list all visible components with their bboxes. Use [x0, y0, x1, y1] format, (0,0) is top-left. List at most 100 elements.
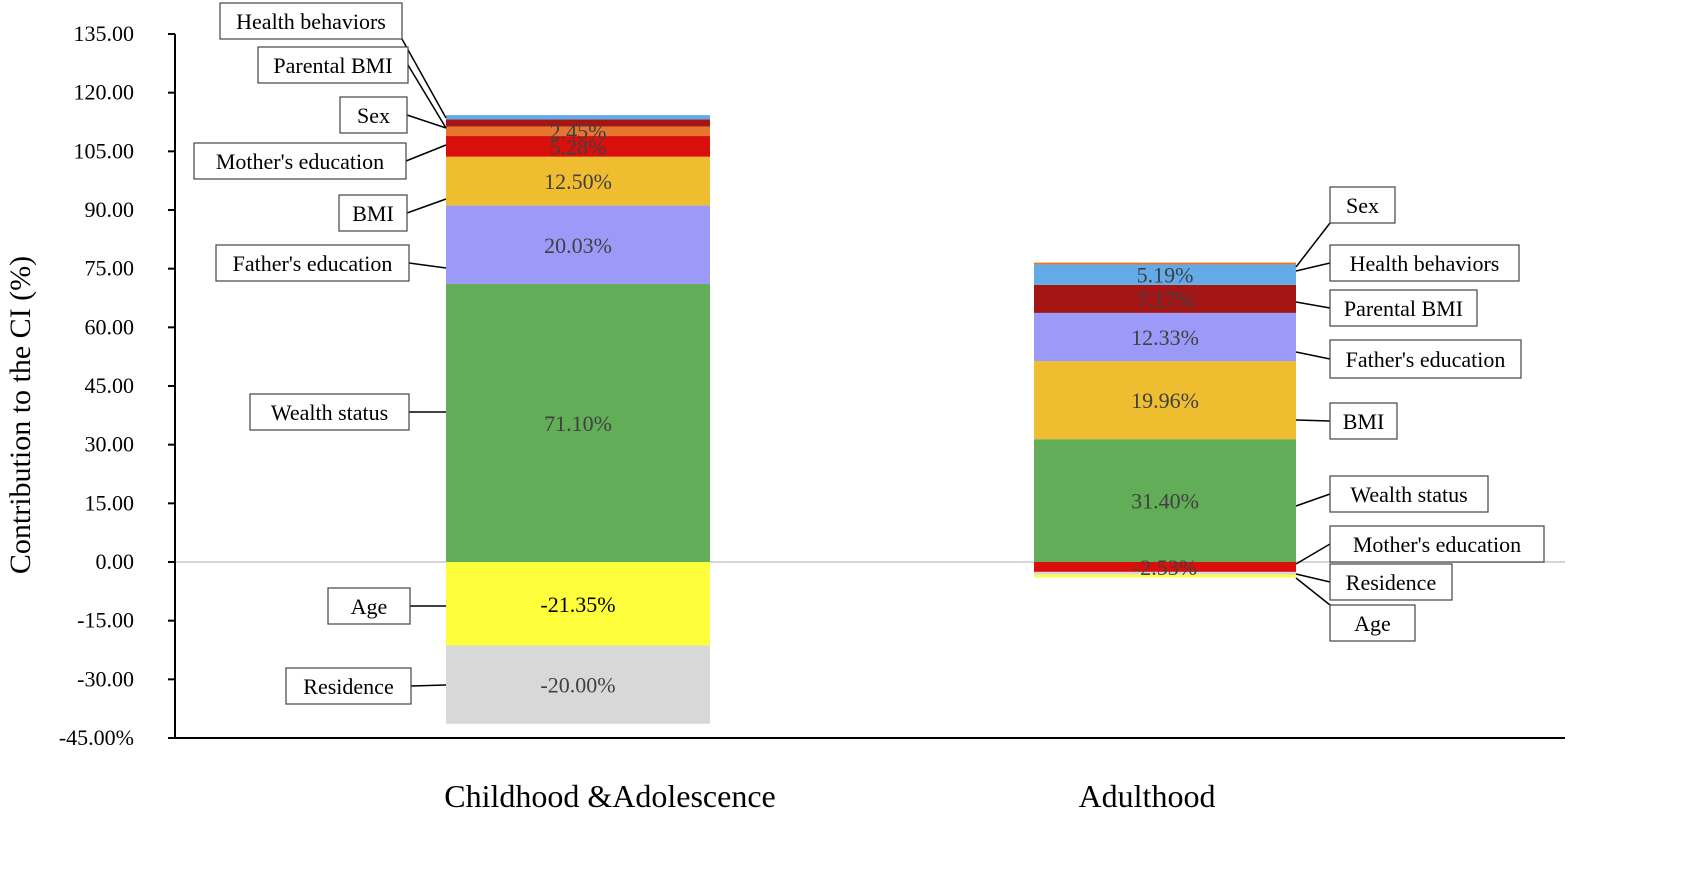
callout-leader-health-behaviors [1295, 262, 1331, 272]
y-tick-label: 60.00 [85, 314, 135, 339]
callout-leader-parental-bmi [407, 64, 447, 129]
callout-leader-health-behaviors [401, 38, 447, 119]
y-tick-label: 15.00 [85, 490, 135, 515]
data-label-wealth-status: 31.40% [1131, 489, 1199, 514]
bar-segment-bmi [446, 156, 710, 206]
data-label-mother-s-education: 5.28% [550, 134, 607, 159]
y-tick-label: -45.00% [59, 725, 134, 750]
bar-segment-mother-s-education [1034, 562, 1296, 572]
bar-segment-father-s-education [446, 205, 710, 284]
callout-leader-bmi [1295, 419, 1331, 422]
bar-segment-parental-bmi [1034, 284, 1296, 313]
data-label-parental-bmi: 2.45% [550, 119, 607, 144]
data-label-residence: -20.00% [540, 673, 615, 698]
callouts: Health behaviors Parental BMI Sex Mother's … [193, 2, 1545, 705]
callout-box-wealth-status [1329, 475, 1489, 513]
callout-leader-mother-s-education [405, 144, 447, 162]
callout-box-bmi [1329, 402, 1398, 440]
callout-box-sex [1329, 186, 1396, 224]
callout-leader-age [1295, 577, 1331, 606]
callout-label-health-behaviors: Health behaviors [1350, 251, 1500, 276]
callout-leader-residence [1295, 573, 1331, 583]
callout-leader-sex [1295, 222, 1331, 268]
callout-box-residence [285, 667, 412, 705]
bars [446, 115, 1296, 724]
y-tick-label: 75.00 [85, 256, 135, 281]
bar-segment-age [1034, 574, 1296, 578]
data-label-bmi: 12.50% [544, 169, 612, 194]
callout-label-mother-s-education: Mother's education [216, 149, 384, 174]
callout-box-wealth-status [249, 393, 410, 431]
y-tick-label: 30.00 [85, 432, 135, 457]
callout-label-wealth-status: Wealth status [271, 400, 388, 425]
callout-leader-father-s-education [1295, 351, 1331, 360]
y-tick-label: 45.00 [85, 373, 135, 398]
callout-label-wealth-status: Wealth status [1350, 482, 1467, 507]
callout-box-health-behaviors [1329, 244, 1520, 282]
bar-segment-bmi [1034, 361, 1296, 440]
callout-label-sex: Sex [1346, 193, 1379, 218]
y-tick-label: 135.00 [74, 21, 135, 46]
callout-label-parental-bmi: Parental BMI [273, 53, 392, 78]
y-tick-label: 105.00 [74, 138, 135, 163]
data-label-father-s-education: 20.03% [544, 233, 612, 258]
callout-box-health-behaviors [219, 2, 403, 40]
callout-leader-sex [406, 114, 447, 129]
callout-leader-mother-s-education [1295, 543, 1331, 565]
callout-box-father-s-education [215, 244, 410, 282]
callout-box-mother-s-education [1329, 525, 1545, 563]
bar-segment-sex [1034, 262, 1296, 265]
callout-box-father-s-education [1329, 339, 1522, 379]
callout-box-bmi [338, 194, 408, 232]
segment-labels: 71.10% 20.03% 12.50% 5.28%2.45% -21.35% -20.0… [540, 119, 1198, 697]
callout-leader-parental-bmi [1295, 301, 1331, 309]
x-tick-label: Childhood &Adolescence [444, 778, 775, 814]
data-label-parental-bmi: 7.17% [1137, 287, 1194, 312]
data-label-health-behaviors: 5.19% [1137, 263, 1194, 288]
y-tick-label: 120.00 [74, 80, 135, 105]
callout-box-sex [339, 96, 408, 134]
bar-segment-residence [1034, 571, 1296, 575]
bar-segment-residence [446, 645, 710, 724]
bar-segment-wealth-status [1034, 439, 1296, 562]
callout-box-age [327, 587, 411, 625]
callout-box-parental-bmi [1329, 289, 1478, 327]
callout-label-age: Age [351, 594, 388, 619]
bar-segment-age [446, 562, 710, 646]
callout-label-health-behaviors: Health behaviors [236, 9, 386, 34]
callout-leader-wealth-status [1295, 493, 1331, 507]
data-label-wealth-status: 71.10% [544, 411, 612, 436]
data-label-bmi: 19.96% [1131, 388, 1199, 413]
y-tick-label: -30.00 [77, 666, 134, 691]
callout-label-mother-s-education: Mother's education [1353, 532, 1521, 557]
callout-label-father-s-education: Father's education [1346, 347, 1506, 372]
x-tick-labels: Childhood &Adolescence Adulthood [444, 778, 1215, 814]
callout-label-parental-bmi: Parental BMI [1344, 296, 1463, 321]
callout-leader-father-s-education [408, 262, 447, 269]
callout-box-age [1329, 604, 1416, 642]
bar-segment-parental-bmi [446, 126, 710, 137]
y-axis-label: Contribution to the CI (%) [4, 256, 37, 574]
y-tick-labels: 135.00 120.00 105.00 90.00 75.00 60.00 45.00 30… [59, 21, 134, 750]
callout-leader-lines [401, 38, 1331, 687]
data-label-age: -21.35% [540, 592, 615, 617]
callout-box-parental-bmi [257, 46, 409, 84]
bar-segment-father-s-education [1034, 312, 1296, 362]
bar-segment-health-behaviors [1034, 264, 1296, 285]
callout-label-bmi: BMI [352, 201, 394, 226]
y-tick-label: 90.00 [85, 197, 135, 222]
bar-segment-mother-s-education [446, 136, 710, 157]
x-tick-label: Adulthood [1079, 778, 1216, 814]
bar-segment-sex [446, 119, 710, 127]
callout-label-age: Age [1354, 611, 1391, 636]
bar-segment-wealth-status [446, 283, 710, 562]
bar-segment-health-behaviors [446, 115, 710, 120]
callout-leader-residence [410, 684, 447, 687]
axes [168, 33, 1565, 739]
data-label-father-s-education: 12.33% [1131, 325, 1199, 350]
callout-label-father-s-education: Father's education [233, 251, 393, 276]
callout-box-mother-s-education [193, 142, 407, 180]
callout-label-residence: Residence [303, 674, 393, 699]
callout-leader-bmi [406, 198, 447, 214]
